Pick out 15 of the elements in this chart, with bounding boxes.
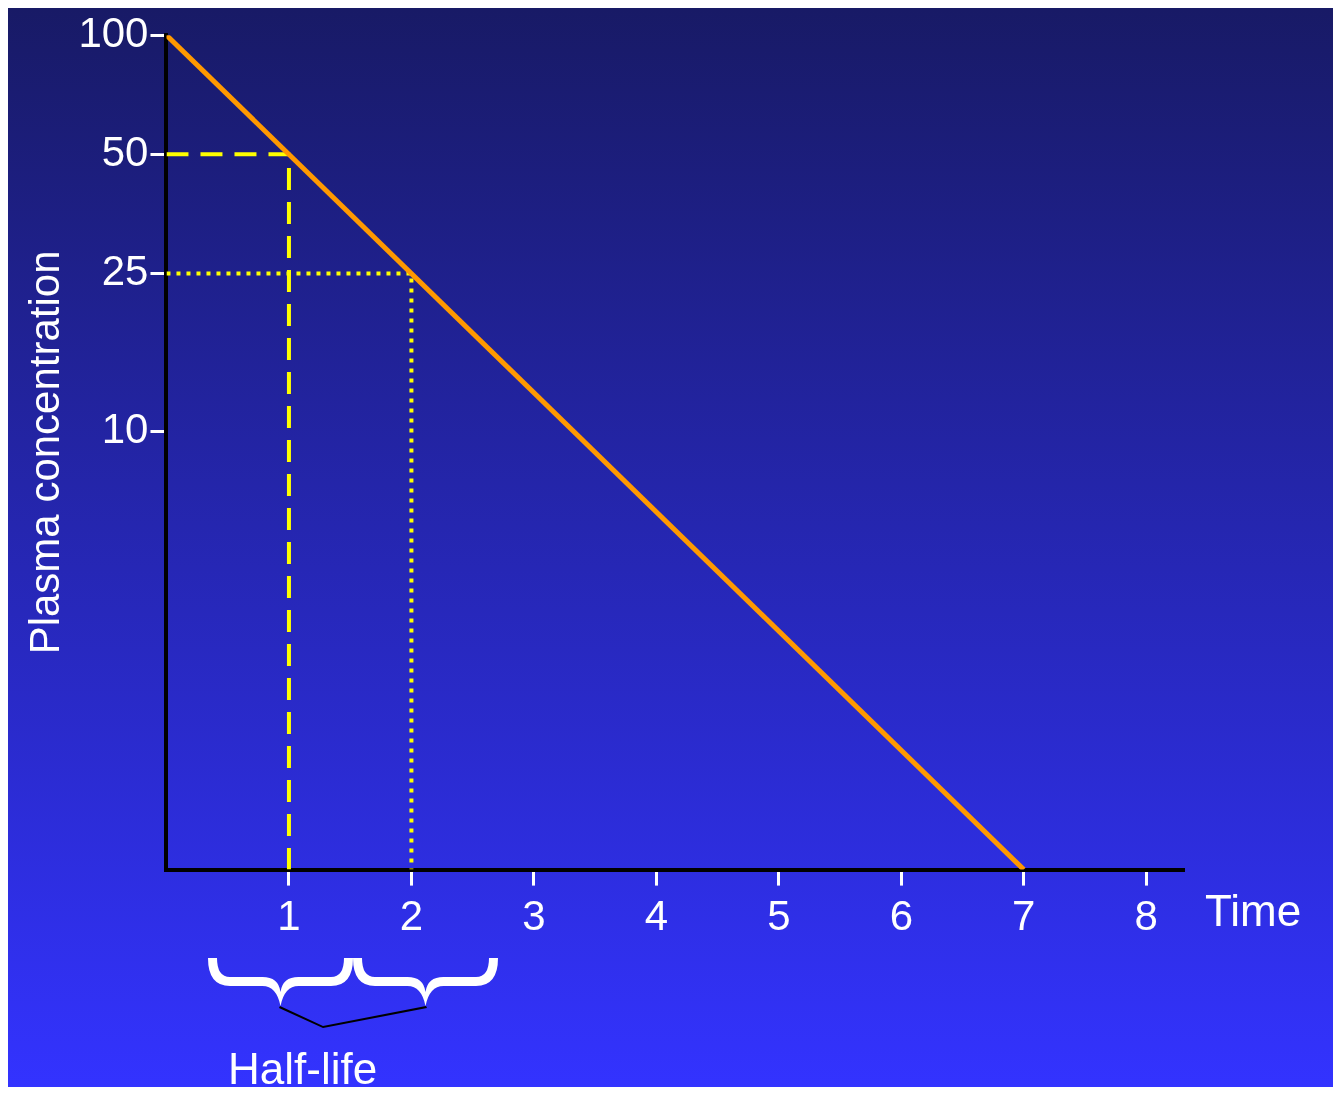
x-axis-title: Time [1205, 885, 1302, 935]
x-tick-label: 1 [277, 892, 301, 940]
x-tick-label: 4 [644, 892, 669, 940]
x-tick-label: 3 [522, 892, 546, 940]
text: Half-life [228, 1044, 378, 1094]
y-axis-title: Plasma concentration [20, 250, 68, 655]
x-tick-label: 8 [1134, 892, 1158, 940]
y-tick-label: 25 [101, 247, 149, 295]
x-tick-label: 2 [399, 892, 424, 940]
x-tick-label: 5 [767, 892, 791, 940]
y-tick-label: 100 [78, 8, 149, 56]
y-tick-label: 50 [101, 127, 149, 175]
x-tick-label: 7 [1012, 892, 1036, 940]
y-tick-label: 10 [101, 404, 149, 452]
x-tick-label: 6 [889, 892, 913, 940]
